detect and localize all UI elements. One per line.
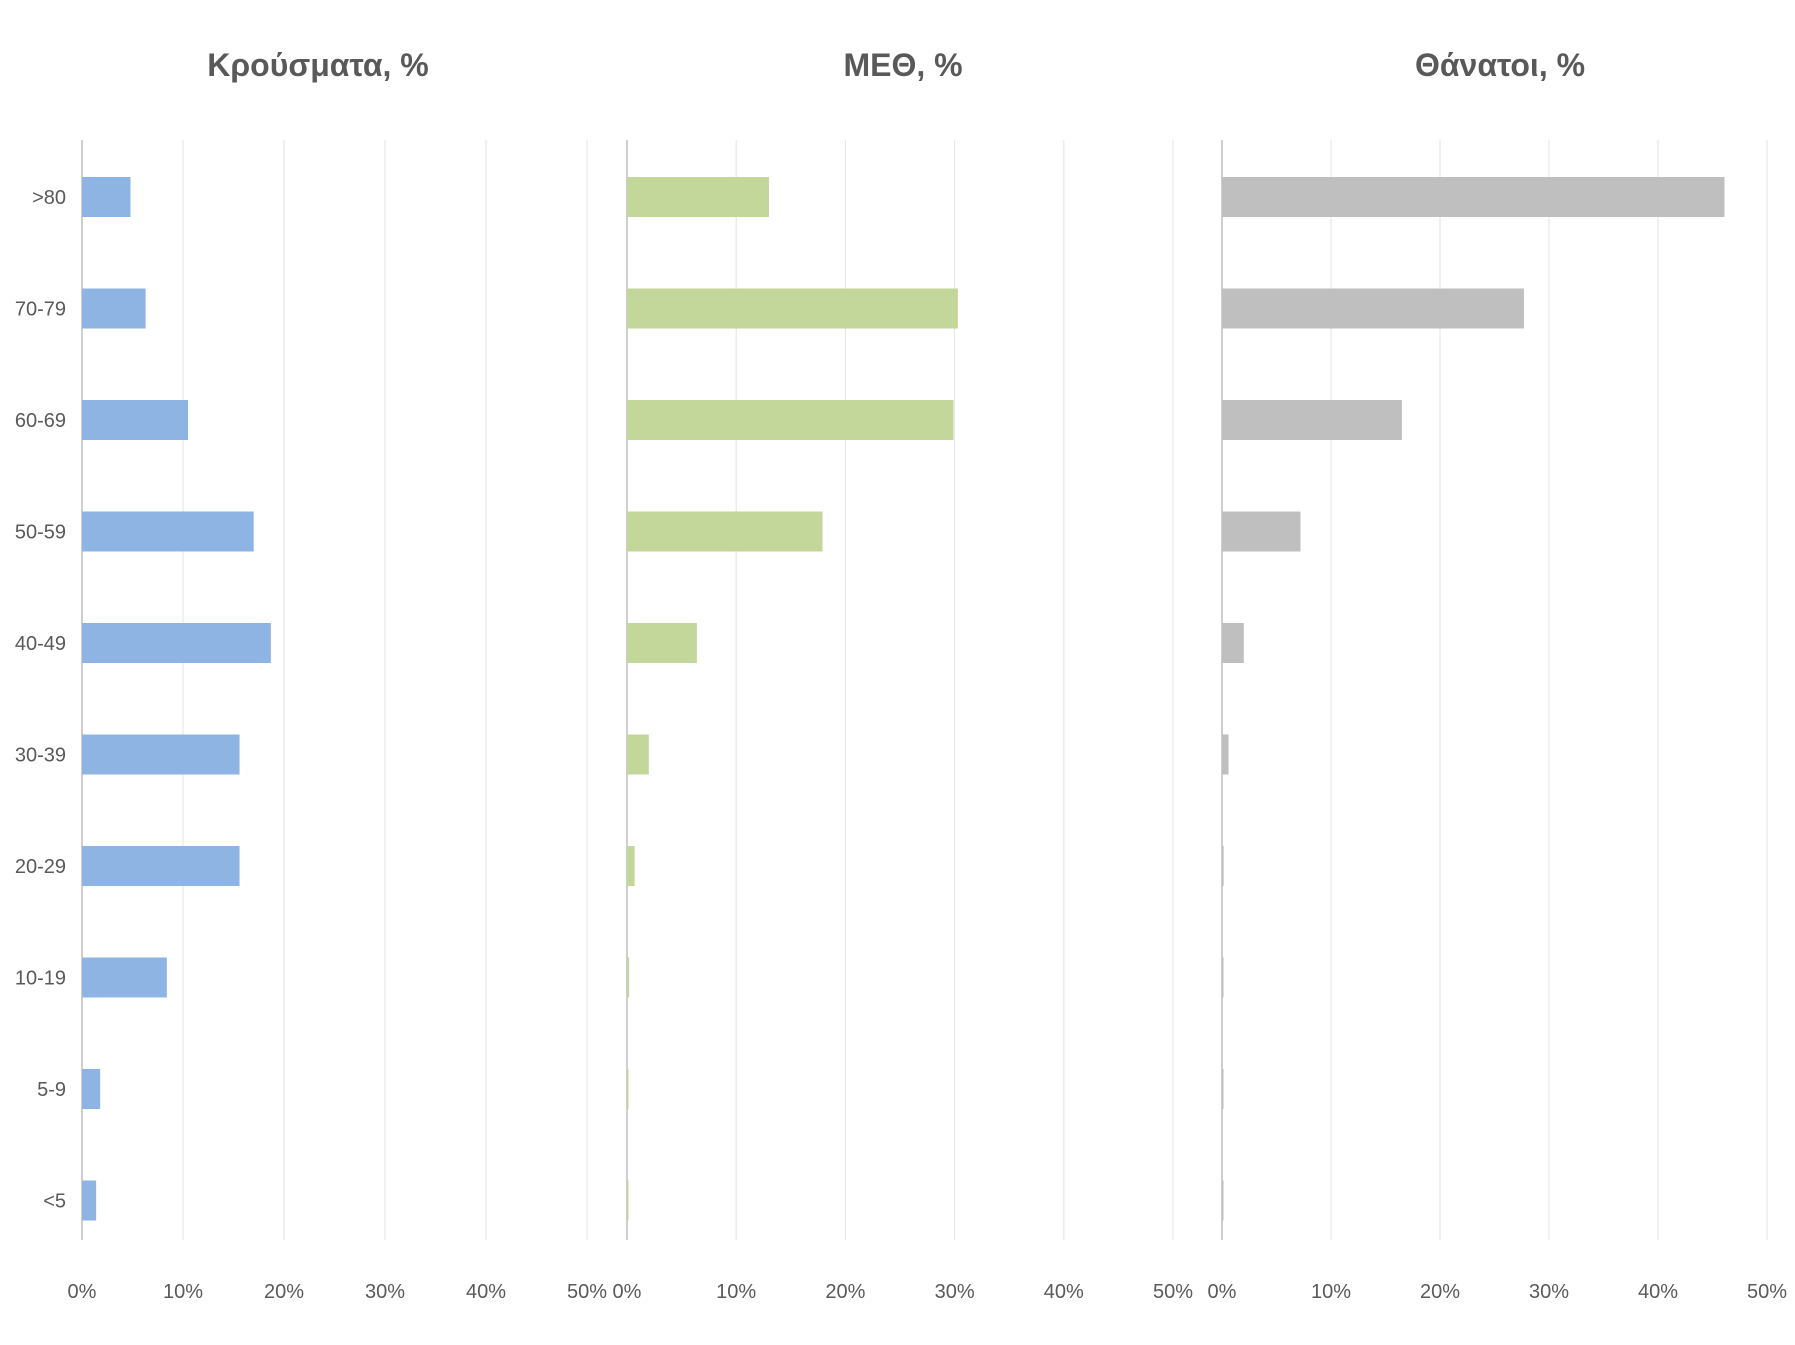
bar-40-49 xyxy=(82,623,271,663)
panel-title: Κρούσματα, % xyxy=(207,47,429,83)
bar-70-79 xyxy=(627,288,958,329)
x-tick-label: 20% xyxy=(1420,1281,1460,1303)
x-tick-label: 50% xyxy=(1747,1281,1787,1303)
x-tick-label: 0% xyxy=(1208,1281,1237,1303)
y-category-label: <5 xyxy=(43,1191,66,1213)
bar-<5 xyxy=(1222,1180,1224,1221)
bar-10-19 xyxy=(627,957,630,998)
y-category-label: 40-49 xyxy=(15,633,66,655)
bar-30-39 xyxy=(82,734,240,775)
bar-20-29 xyxy=(627,846,635,886)
y-category-label: 20-29 xyxy=(15,856,66,878)
bar-<5 xyxy=(82,1180,97,1221)
y-category-label: 30-39 xyxy=(15,745,66,767)
x-tick-label: 20% xyxy=(264,1281,304,1303)
bar-10-19 xyxy=(82,957,167,998)
bar-70-79 xyxy=(1222,288,1524,329)
bar-<5 xyxy=(627,1180,629,1221)
y-category-label: 60-69 xyxy=(15,410,66,432)
bar->80 xyxy=(82,177,131,217)
x-tick-label: 10% xyxy=(1311,1281,1351,1303)
x-tick-label: 40% xyxy=(1044,1281,1084,1303)
bar-60-69 xyxy=(1222,400,1402,440)
bar-50-59 xyxy=(1222,511,1301,552)
x-tick-label: 0% xyxy=(613,1281,642,1303)
bar-50-59 xyxy=(82,511,254,552)
x-tick-label: 40% xyxy=(466,1281,506,1303)
x-tick-label: 40% xyxy=(1638,1281,1678,1303)
bar-5-9 xyxy=(82,1069,101,1109)
y-category-label: 5-9 xyxy=(37,1079,66,1101)
bar-5-9 xyxy=(1222,1069,1224,1109)
x-tick-label: 10% xyxy=(163,1281,203,1303)
y-category-label: >80 xyxy=(32,187,66,209)
x-tick-label: 30% xyxy=(935,1281,975,1303)
x-tick-label: 30% xyxy=(1529,1281,1569,1303)
bar-60-69 xyxy=(627,400,954,440)
panel-1: 0% 10% 20% 30% 40% 50% Κρούσματα, % >80 70-79 60-… xyxy=(15,47,607,1303)
y-category-label: 50-59 xyxy=(15,522,66,544)
panel-title: Θάνατοι, % xyxy=(1415,47,1585,83)
bar-30-39 xyxy=(627,734,649,775)
bar->80 xyxy=(627,177,769,217)
x-tick-label: 0% xyxy=(68,1281,97,1303)
bar-30-39 xyxy=(1222,734,1229,775)
bar-70-79 xyxy=(82,288,146,329)
bar-20-29 xyxy=(1222,846,1224,886)
bar-60-69 xyxy=(82,400,189,440)
panel-2: 0% 10% 20% 30% 40% 50% ΜΕΘ, % xyxy=(613,47,1194,1303)
y-category-label: 70-79 xyxy=(15,299,66,321)
bar-40-49 xyxy=(627,623,697,663)
panel-3: 0% 10% 20% 30% 40% 50% Θάνατοι, % xyxy=(1208,47,1788,1303)
y-category-label: 10-19 xyxy=(15,968,66,990)
x-tick-label: 20% xyxy=(825,1281,865,1303)
bar-50-59 xyxy=(627,511,823,552)
x-tick-label: 10% xyxy=(716,1281,756,1303)
bar->80 xyxy=(1222,177,1725,217)
x-tick-label: 50% xyxy=(567,1281,607,1303)
bar-20-29 xyxy=(82,846,240,886)
bar-40-49 xyxy=(1222,623,1244,663)
x-tick-label: 50% xyxy=(1153,1281,1193,1303)
bar-10-19 xyxy=(1222,957,1224,998)
panel-title: ΜΕΘ, % xyxy=(843,47,962,83)
x-tick-label: 30% xyxy=(365,1281,405,1303)
bar-5-9 xyxy=(627,1069,629,1109)
